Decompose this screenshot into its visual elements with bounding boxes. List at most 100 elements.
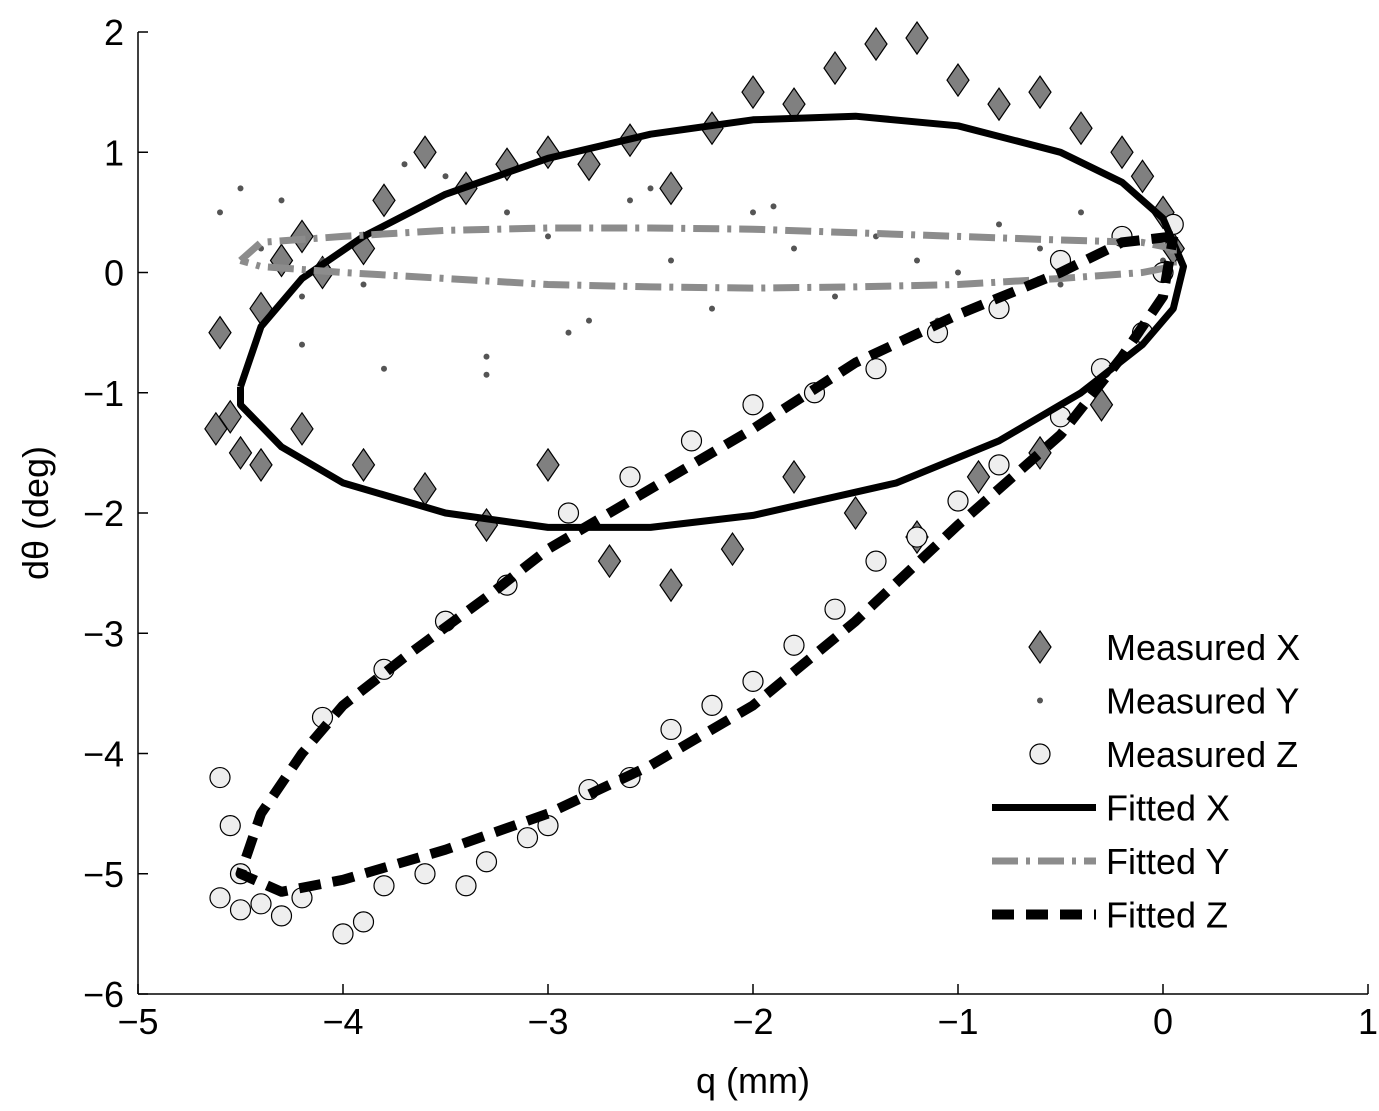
dot-marker <box>504 209 510 216</box>
y-tick-label: −5 <box>83 854 124 895</box>
diamond-marker <box>1130 159 1155 194</box>
dot-marker <box>483 371 490 378</box>
circle-marker <box>865 358 887 380</box>
dot-marker <box>217 209 223 216</box>
diamond-marker <box>413 135 437 170</box>
y-tick-label: −1 <box>83 373 124 414</box>
legend-label: Measured Z <box>1106 734 1298 775</box>
legend-label: Measured Y <box>1106 681 1299 722</box>
x-tick-label: −3 <box>527 1001 568 1042</box>
circle-marker <box>1029 743 1051 765</box>
circle-marker <box>209 887 231 909</box>
circle-marker <box>742 670 764 692</box>
dot-marker <box>770 203 777 210</box>
y-axis-label: dθ (deg) <box>15 446 56 580</box>
diamond-marker <box>823 51 847 86</box>
y-tick-label: 0 <box>104 253 124 294</box>
diamond-marker <box>536 447 560 482</box>
legend-label: Fitted Z <box>1106 895 1228 936</box>
circle-marker <box>557 502 580 524</box>
dot-marker <box>381 365 387 372</box>
y-tick-label: −3 <box>83 613 124 654</box>
circle-marker <box>352 911 375 933</box>
diamond-marker <box>1028 629 1052 665</box>
fitted-line <box>237 112 1187 531</box>
fitted-line <box>238 224 1177 292</box>
circle-marker <box>865 550 887 572</box>
circle-marker <box>824 598 846 620</box>
dot-marker <box>237 185 244 192</box>
dot-marker <box>668 257 674 264</box>
circle-marker <box>742 394 764 416</box>
diamond-marker <box>864 26 888 62</box>
y-tick-label: −4 <box>83 734 124 775</box>
dot-marker <box>1037 697 1043 704</box>
dot-marker <box>401 161 408 168</box>
circle-marker <box>701 694 723 717</box>
circle-marker <box>988 454 1010 476</box>
diamond-marker <box>290 411 314 446</box>
diamond-marker <box>782 459 806 494</box>
dot-marker <box>586 317 592 324</box>
circle-marker <box>475 851 498 873</box>
legend-label: Fitted X <box>1106 788 1230 829</box>
diamond-marker <box>597 544 622 579</box>
legend-label: Measured X <box>1106 627 1300 668</box>
diamond-marker <box>987 87 1011 122</box>
diamond-marker <box>1110 135 1134 170</box>
dot-marker <box>832 293 838 300</box>
dot-marker <box>996 221 1002 228</box>
diamond-marker <box>1069 111 1093 146</box>
y-tick-label: −2 <box>83 493 124 534</box>
dot-marker <box>565 329 572 336</box>
diamond-marker <box>204 411 228 446</box>
circle-marker <box>373 875 395 897</box>
dot-marker <box>1057 281 1064 288</box>
circle-marker <box>783 634 805 656</box>
circle-marker <box>947 490 969 512</box>
circle-marker <box>414 863 436 885</box>
dot-marker <box>955 269 961 276</box>
circle-marker <box>455 875 477 897</box>
diamond-marker <box>741 75 765 110</box>
circle-marker <box>660 718 682 741</box>
legend-label: Fitted Y <box>1106 841 1229 882</box>
circle-marker <box>270 905 293 927</box>
circle-marker <box>680 430 703 452</box>
circle-marker <box>619 466 641 488</box>
diamond-marker <box>720 532 745 567</box>
x-tick-label: −1 <box>937 1001 978 1042</box>
dot-marker <box>483 353 490 360</box>
circle-marker <box>250 893 272 915</box>
x-axis-label: q (mm) <box>696 1060 810 1101</box>
legend: Measured X Measured Y Measured Z Fitted X Fi… <box>992 627 1300 936</box>
circle-marker <box>209 766 231 789</box>
diamond-marker <box>659 171 683 206</box>
dot-marker <box>750 209 756 216</box>
x-tick-label: −4 <box>322 1001 363 1042</box>
circle-marker <box>219 815 241 837</box>
x-tick-label: 1 <box>1358 1001 1378 1042</box>
diamond-marker <box>372 183 396 218</box>
diamond-marker <box>249 447 273 482</box>
diamond-marker <box>843 495 868 531</box>
diamond-marker <box>351 447 376 482</box>
circle-marker <box>906 526 928 548</box>
dot-marker <box>278 197 285 204</box>
diamond-marker <box>228 435 253 470</box>
diamond-marker <box>905 20 929 56</box>
dot-marker <box>1078 209 1084 216</box>
circle-marker <box>516 827 539 849</box>
x-tick-label: −5 <box>117 1001 158 1042</box>
fitted-line <box>235 231 1179 897</box>
circle-marker <box>332 923 354 945</box>
circle-marker <box>229 899 252 921</box>
diamond-marker <box>208 315 232 350</box>
dot-marker <box>360 281 367 288</box>
dot-marker <box>1037 245 1043 252</box>
dot-marker <box>709 305 715 312</box>
diamond-marker <box>577 147 601 182</box>
y-tick-label: 2 <box>104 12 124 53</box>
